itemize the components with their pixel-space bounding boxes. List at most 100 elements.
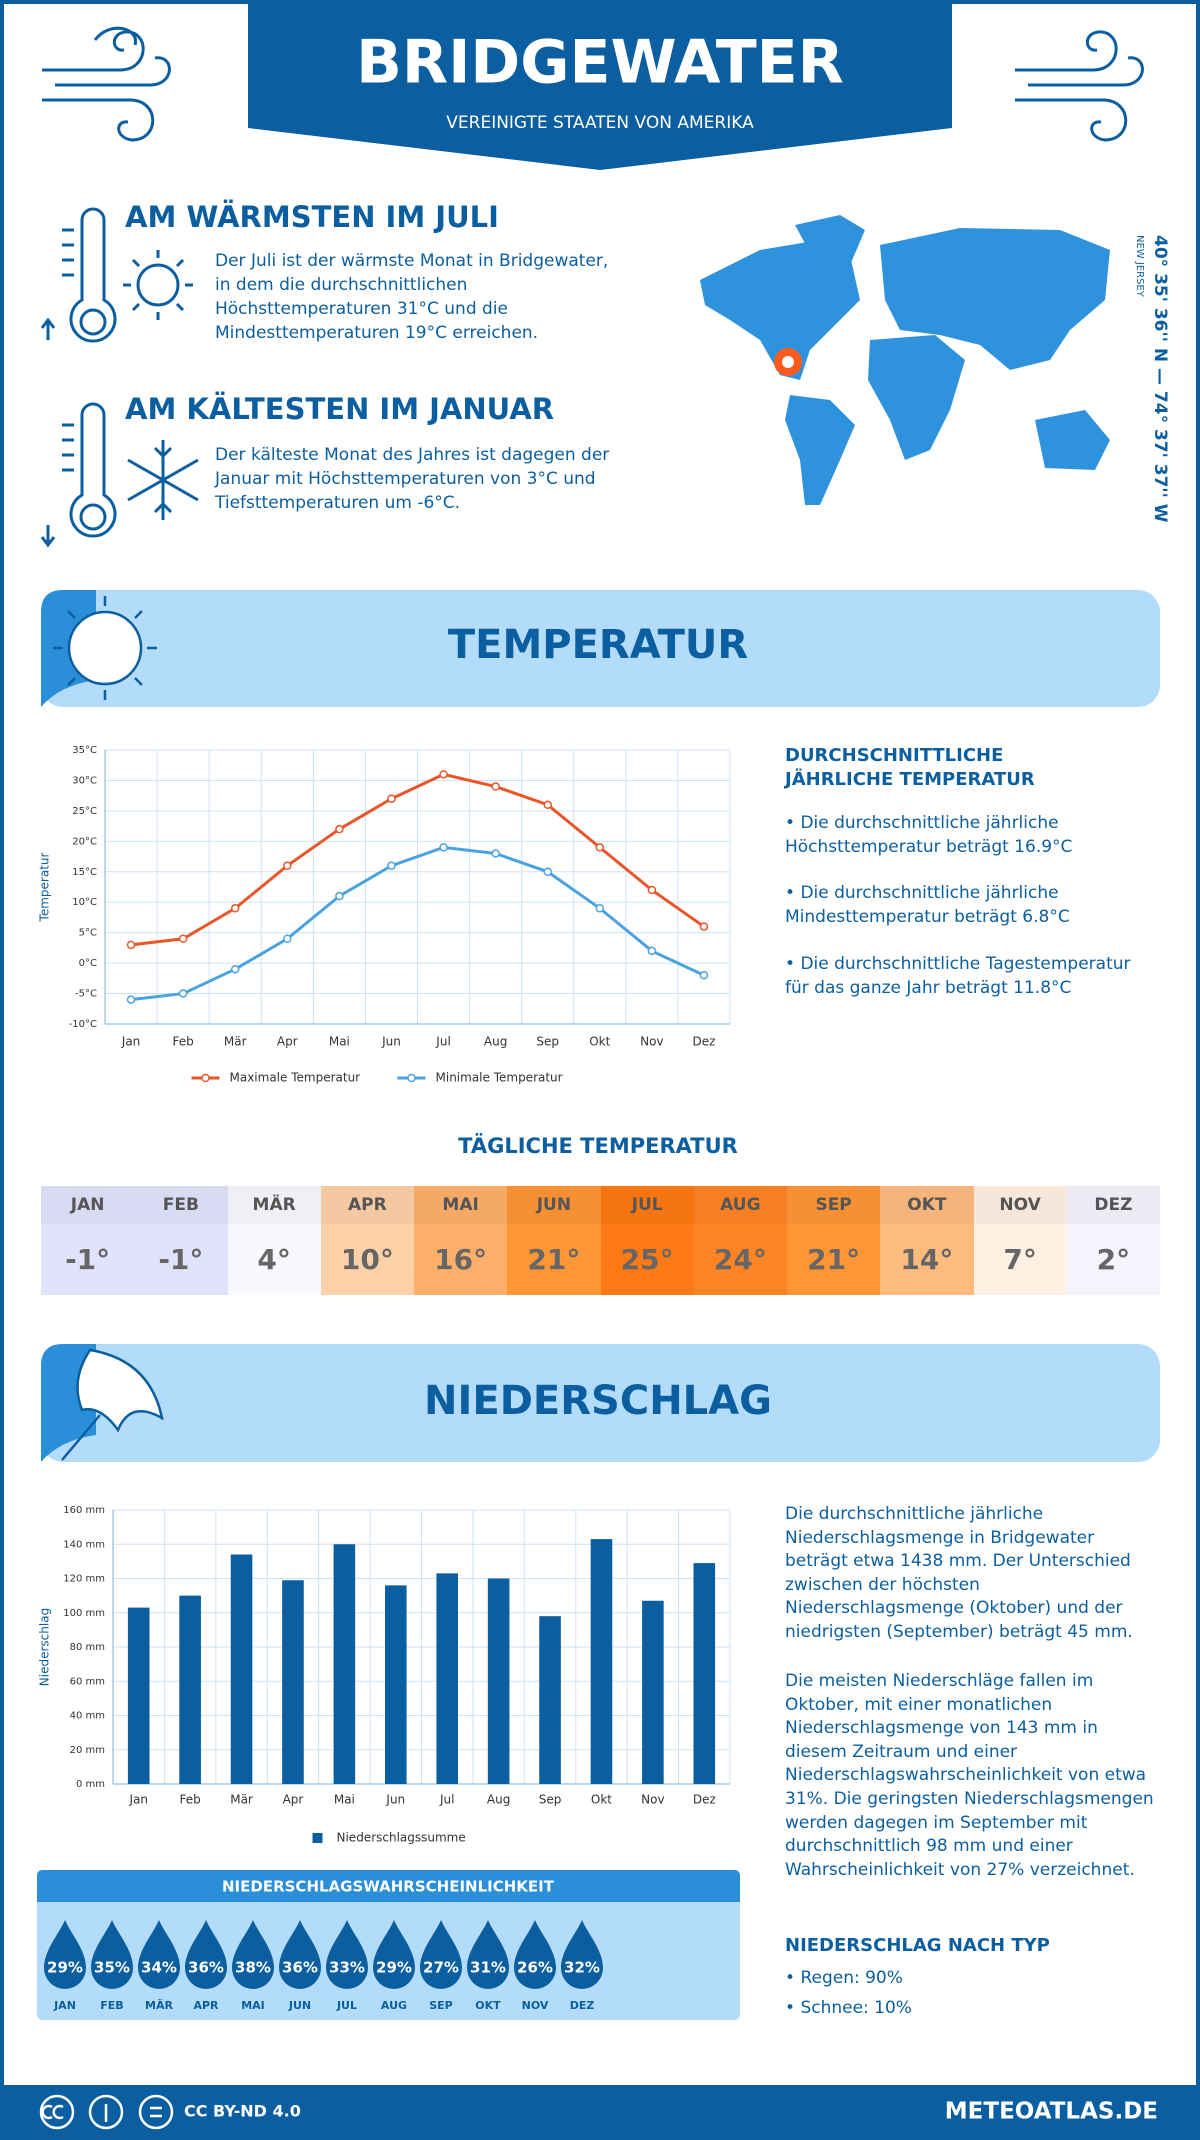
x-tick-label: Apr (277, 1035, 298, 1049)
probability-value: 31% (470, 1959, 506, 1977)
point (126, 940, 136, 950)
footer-band (0, 2085, 1200, 2140)
y-tick-label: 80 mm (70, 1642, 105, 1653)
drop (138, 1920, 181, 1990)
precip-paragraph: Die meisten Niederschläge fallen im Okto… (785, 1671, 1154, 1880)
x-tick-label: Aug (487, 1793, 510, 1807)
probability-month: FEB (100, 1999, 123, 2012)
summary-bullet: Die durchschnittliche jährliche Mindestt… (785, 882, 1155, 929)
bar (179, 1595, 201, 1784)
line (130, 845, 705, 1002)
drop (279, 1920, 321, 1989)
point (283, 934, 292, 944)
x-tick-label: Feb (180, 1793, 201, 1807)
country-subtitle: VEREINIGTE STAATEN VON AMERIKA (446, 113, 754, 133)
daily-month: SEP (787, 1186, 881, 1224)
y-tick-label: 100 mm (63, 1608, 105, 1619)
x-tick-label: Aug (484, 1035, 507, 1049)
probability-month: JUN (288, 1999, 311, 2012)
point (647, 946, 657, 956)
warmest-text: Der Juli ist der wärmste Monat in Bridge… (215, 251, 609, 343)
y-tick-label: 140 mm (63, 1539, 105, 1550)
legend-point (201, 1073, 210, 1083)
world-map (700, 215, 1110, 505)
bar (436, 1573, 459, 1784)
x-tick-label: Mai (334, 1793, 355, 1807)
point (178, 989, 188, 998)
y-tick-label: 60 mm (70, 1676, 105, 1687)
drop (44, 1920, 86, 1989)
legend-point (407, 1073, 416, 1083)
point (230, 904, 240, 913)
y-tick-label: 0 mm (76, 1779, 105, 1790)
probability-value: 29% (376, 1959, 412, 1977)
x-tick-label: Mär (230, 1793, 253, 1807)
type-title: NIEDERSCHLAG NACH TYP (785, 1935, 1050, 1956)
x-tick-label: Jul (439, 1793, 454, 1807)
point (699, 922, 709, 931)
x-tick-label: Dez (693, 1793, 716, 1807)
daily-value: 24° (693, 1224, 787, 1295)
x-tick-label: Nov (641, 1793, 664, 1807)
point (283, 861, 292, 870)
y-tick-label: 120 mm (63, 1574, 105, 1585)
precipitation-banner (41, 1344, 1160, 1462)
bar (487, 1578, 510, 1784)
daily-table: JAN FEB MÄR APR MAI JUN JUL AUG SEP OKT NOV DEZ -1° -… (41, 1186, 1160, 1295)
x-tick-label: Mai (329, 1035, 350, 1049)
probability-value: 34% (141, 1959, 177, 1977)
probability-value: 38% (235, 1959, 271, 1977)
bar (693, 1563, 716, 1784)
daily-value: -1° (41, 1224, 135, 1295)
bar (333, 1544, 356, 1784)
y-tick-label: 40 mm (70, 1711, 105, 1722)
probability-month: SEP (429, 1999, 453, 2012)
section-title: NIEDERSCHLAG (424, 1378, 772, 1424)
daily-month: MÄR (227, 1186, 321, 1224)
probability-header (37, 1870, 740, 1902)
bar (590, 1539, 613, 1784)
probability-month: AUG (381, 1999, 407, 2012)
summary-bullet: Die durchschnittliche jährliche Höchstte… (785, 812, 1155, 859)
drop (467, 1920, 509, 1989)
summary-title: DURCHSCHNITTLICHE JÄHRLICHE TEMPERATUR (785, 745, 1035, 790)
point (178, 934, 188, 944)
point (699, 971, 709, 980)
coordinates: 40° 35' 36'' N — 74° 37' 37'' W (1150, 235, 1170, 523)
wind-icon (42, 26, 1144, 142)
daily-value: 21° (787, 1224, 881, 1295)
point (387, 794, 396, 803)
point (491, 782, 500, 791)
probability-value: 32% (564, 1959, 600, 1977)
y-tick-label: -10°C (69, 1019, 97, 1030)
header-band (248, 0, 952, 170)
y-tick-label: 30°C (72, 775, 97, 786)
location-marker-center (782, 356, 794, 368)
daily-month: DEZ (1066, 1186, 1160, 1224)
probability-month: JUL (336, 1999, 357, 2012)
point (595, 904, 605, 913)
daily-month: NOV (973, 1186, 1067, 1224)
y-tick-label: 0°C (79, 958, 97, 969)
x-tick-label: Dez (692, 1035, 715, 1049)
drop (561, 1920, 603, 1989)
daily-value: 25° (600, 1224, 694, 1295)
x-tick-label: Jul (435, 1035, 450, 1049)
daily-month: JAN (41, 1186, 135, 1224)
daily-month: JUL (600, 1186, 694, 1224)
x-tick-label: Apr (283, 1793, 304, 1807)
drop (185, 1920, 227, 1989)
y-tick-label: 10°C (72, 897, 97, 908)
drop (373, 1920, 415, 1989)
x-tick-label: Sep (536, 1035, 559, 1049)
city-title: BRIDGEWATER (356, 28, 844, 98)
bar (127, 1607, 150, 1784)
probability-value: 29% (47, 1959, 83, 1977)
probability-title: NIEDERSCHLAGSWAHRSCHEINLICHKEIT (222, 1878, 555, 1896)
probability-value: 27% (423, 1959, 459, 1977)
bar (539, 1616, 561, 1784)
y-tick-label: 160 mm (63, 1505, 105, 1516)
point (126, 995, 136, 1004)
x-tick-label: Feb (173, 1035, 194, 1049)
